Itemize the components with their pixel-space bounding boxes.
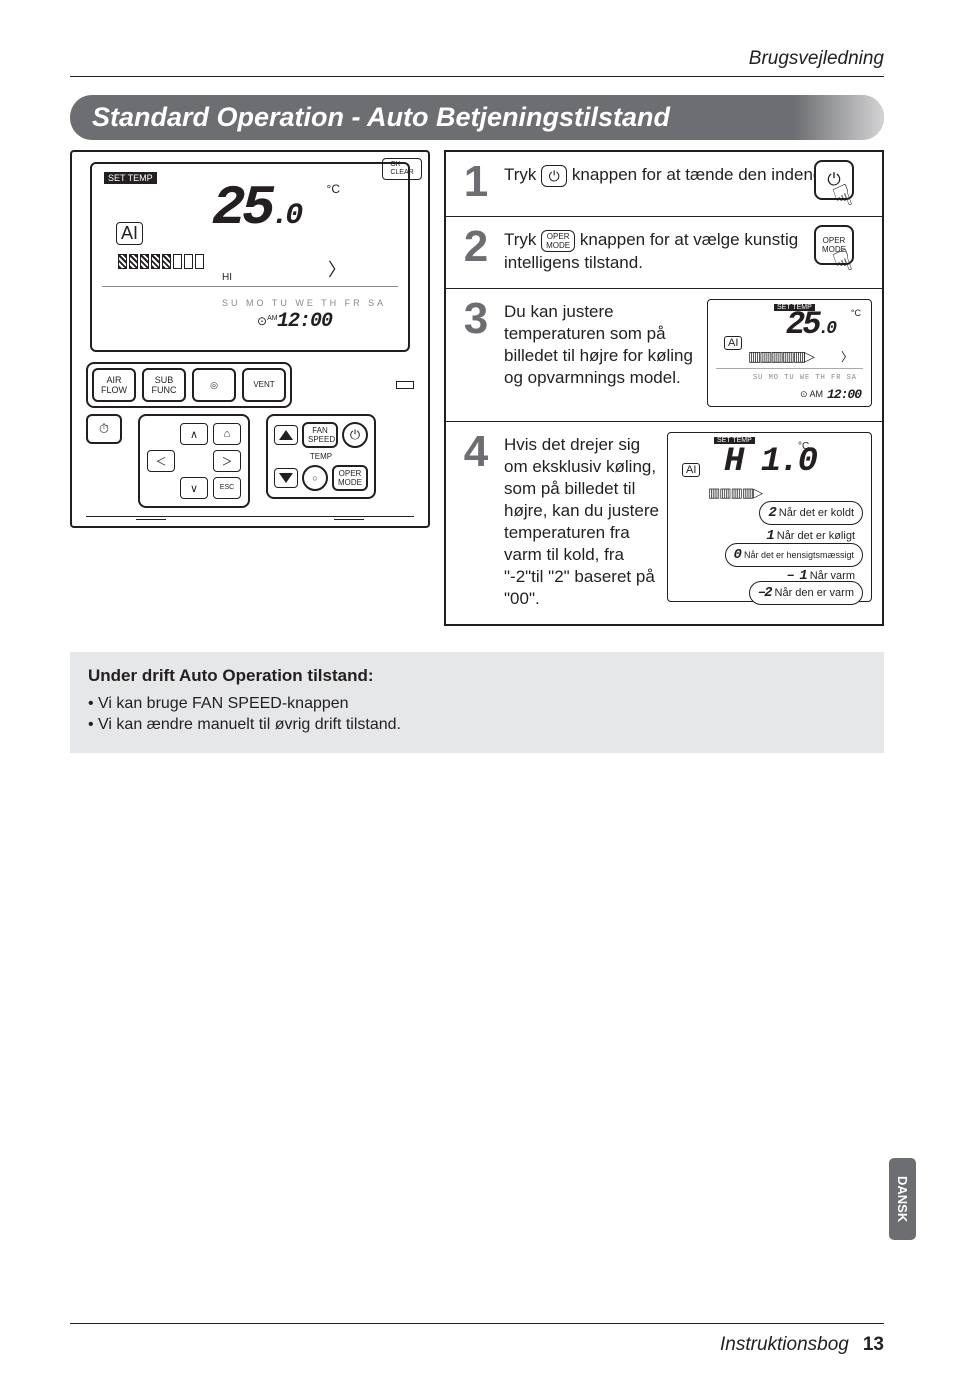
- lcd-temp-dec: .0: [271, 199, 299, 233]
- mini-lcd: SET TEMP 25.0 °C AI ▥▥▥▥▥▷ 〉 SU MO TU WE…: [707, 299, 872, 407]
- note-title: Under drift Auto Operation tilstand:: [88, 666, 866, 686]
- mini-lcd-arrow: 〉: [841, 348, 853, 365]
- temp-label: TEMP: [310, 452, 332, 461]
- base-line: [334, 519, 364, 520]
- step-text-post: knappen for at tænde den indendørs.: [572, 165, 852, 184]
- temp-up-button[interactable]: [274, 425, 298, 445]
- base-line: [136, 519, 166, 520]
- callout-digit: 1: [766, 528, 772, 544]
- step-text: Hvis det drejer sig om eksklusiv køling,…: [504, 432, 659, 610]
- press-illustration: ⏻ ☟: [814, 160, 874, 220]
- indicator-icon: [396, 381, 414, 389]
- mini-lcd-ai: AI: [724, 336, 742, 350]
- note-box: Under drift Auto Operation tilstand: • V…: [70, 652, 884, 753]
- arrow-right-button[interactable]: ＞: [213, 450, 241, 472]
- lcd-mode-icon: AI: [116, 222, 143, 245]
- power-icon-inline: ⏻: [541, 165, 567, 187]
- scale-lcd: SET TEMP H 1.0 °C AI ▥▥▥▥▷ 2Når det er k…: [667, 432, 872, 602]
- settings-button[interactable]: ◎: [192, 368, 236, 402]
- step-4: 4 Hvis det drejer sig om eksklusiv kølin…: [446, 422, 882, 624]
- mini-lcd-time: 12:00: [827, 387, 861, 402]
- lcd-time: 12:00: [277, 310, 332, 333]
- lcd-bar-arrow: 〉: [328, 256, 346, 282]
- mini-temp-dec: .0: [818, 319, 834, 339]
- callout-ok: 0 Når det er hensigtsmæssigt: [725, 543, 863, 567]
- ok-clear-button[interactable]: OK CLEAR: [382, 158, 422, 180]
- button-group: AIR FLOW SUB FUNC ◎ VENT: [86, 362, 292, 408]
- footer-label: Instruktionsbog: [720, 1334, 849, 1356]
- callout-text: Når den er varm: [775, 587, 854, 599]
- lcd-unit: °C: [327, 182, 340, 196]
- power-button[interactable]: ⏻: [342, 422, 368, 448]
- step-number: 2: [456, 227, 496, 267]
- step-text-pre: Tryk: [504, 165, 541, 184]
- step-number: 1: [456, 162, 496, 202]
- lcd-screen: SET TEMP 25.0 °C AI 〉 HI SU MO TU WE TH …: [90, 162, 410, 352]
- air-flow-button[interactable]: AIR FLOW: [92, 368, 136, 402]
- mini-lcd-temp: 25.0: [786, 306, 834, 343]
- oper-mode-inline: OPER MODE: [541, 230, 575, 252]
- arrow-pad: ∧ ⌂ ＜ ＞ ∨ ESC OK CLEAR: [138, 414, 250, 508]
- section-title: Standard Operation - Auto Betjeningstils…: [70, 95, 884, 140]
- callout-digit: 2: [768, 505, 774, 521]
- arrow-up-button[interactable]: ∧: [180, 423, 208, 445]
- note-line: • Vi kan bruge FAN SPEED-knappen: [88, 695, 866, 713]
- lcd-days: SU MO TU WE TH FR SA: [222, 298, 386, 308]
- step-1: 1 Tryk ⏻ knappen for at tænde den indend…: [446, 152, 882, 217]
- oper-mode-button[interactable]: OPER MODE: [332, 465, 368, 491]
- timer-button[interactable]: ⏱: [86, 414, 122, 444]
- arrow-left-button[interactable]: ＜: [147, 450, 175, 472]
- note-line: • Vi kan ændre manuelt til øvrig drift t…: [88, 716, 866, 734]
- callout-digit: –2: [758, 585, 771, 601]
- arrow-down-button[interactable]: ∨: [180, 477, 208, 499]
- callout-cold: 2 Når det er koldt: [759, 501, 863, 525]
- remote-diagram: SET TEMP 25.0 °C AI 〉 HI SU MO TU WE TH …: [70, 150, 430, 528]
- esc-button[interactable]: ESC: [213, 477, 241, 499]
- language-tab: DANSK: [889, 1158, 916, 1240]
- mini-lcd-days: SU MO TU WE TH FR SA: [753, 374, 857, 382]
- step-number: 3: [456, 299, 496, 339]
- scale-ai: AI: [682, 463, 700, 477]
- callout-text: Når varm: [810, 570, 855, 582]
- mini-temp-main: 25: [786, 306, 818, 343]
- lcd-clock-prefix: AM: [267, 315, 278, 322]
- step-text-pre: Tryk: [504, 230, 541, 249]
- lcd-clock-icon: ⊙AM: [257, 314, 278, 328]
- fan-temp-group: FAN SPEED ⏻ TEMP ○ OPER MODE: [266, 414, 376, 499]
- aux-button[interactable]: ○: [302, 465, 328, 491]
- step-2: 2 Tryk OPER MODE knappen for at vælge ku…: [446, 217, 882, 289]
- temp-down-button[interactable]: [274, 468, 298, 488]
- callout-text: Når det er køligt: [777, 530, 855, 542]
- lcd-hi: HI: [222, 272, 232, 283]
- callout-digit: 0: [734, 547, 740, 563]
- steps-table: 1 Tryk ⏻ knappen for at tænde den indend…: [444, 150, 884, 626]
- step-3: 3 Du kan justere temperaturen som på bil…: [446, 289, 882, 422]
- fan-speed-button[interactable]: FAN SPEED: [302, 422, 338, 448]
- step-number: 4: [456, 432, 496, 472]
- mini-lcd-bar: ▥▥▥▥▥▷: [748, 348, 813, 365]
- callout-text: Når det er koldt: [779, 507, 854, 519]
- lcd-temp-main: 25: [212, 176, 271, 240]
- footer-page: 13: [863, 1334, 884, 1356]
- scale-bar: ▥▥▥▥▷: [708, 485, 762, 501]
- callout-text: Når det er hensigtsmæssigt: [744, 550, 854, 560]
- vent-button[interactable]: VENT: [242, 368, 286, 402]
- header-guide: Brugsvejledning: [70, 48, 884, 77]
- callout-hot: –2 Når den er varm: [749, 581, 863, 605]
- lcd-temp: 25.0: [212, 176, 299, 240]
- press-illustration: OPER MODE ☟: [814, 225, 874, 285]
- sub-func-button[interactable]: SUB FUNC: [142, 368, 186, 402]
- lcd-bar: [118, 254, 204, 269]
- home-button[interactable]: ⌂: [213, 423, 241, 445]
- page-footer: Instruktionsbog 13: [70, 1323, 884, 1356]
- mini-lcd-clock: ⊙ AM: [800, 389, 823, 400]
- mini-lcd-unit: °C: [851, 308, 861, 318]
- lcd-header: SET TEMP: [104, 172, 157, 184]
- scale-unit: °C: [798, 441, 809, 452]
- step-text: Du kan justere temperaturen som på bille…: [504, 299, 699, 389]
